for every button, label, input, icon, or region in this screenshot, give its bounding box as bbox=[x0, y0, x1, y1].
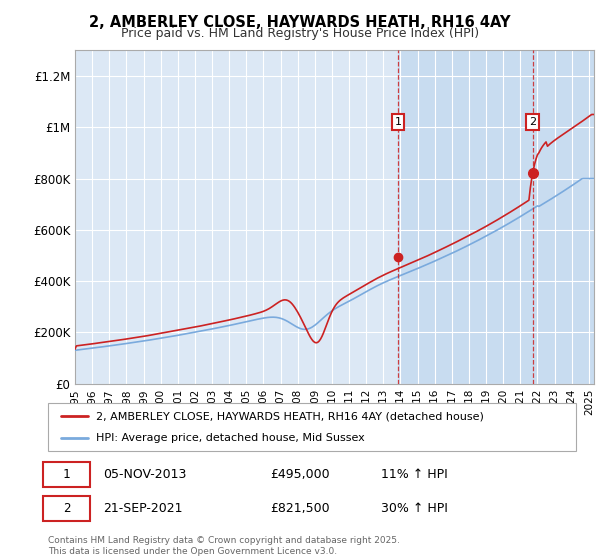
Text: 1: 1 bbox=[63, 468, 70, 481]
FancyBboxPatch shape bbox=[48, 403, 576, 451]
FancyBboxPatch shape bbox=[43, 462, 90, 487]
Text: Price paid vs. HM Land Registry's House Price Index (HPI): Price paid vs. HM Land Registry's House … bbox=[121, 27, 479, 40]
Text: £495,000: £495,000 bbox=[270, 468, 329, 481]
Text: HPI: Average price, detached house, Mid Sussex: HPI: Average price, detached house, Mid … bbox=[95, 433, 364, 443]
Bar bbox=[398, 50, 594, 384]
Text: 2, AMBERLEY CLOSE, HAYWARDS HEATH, RH16 4AY: 2, AMBERLEY CLOSE, HAYWARDS HEATH, RH16 … bbox=[89, 15, 511, 30]
Text: Contains HM Land Registry data © Crown copyright and database right 2025.
This d: Contains HM Land Registry data © Crown c… bbox=[48, 536, 400, 556]
Text: £821,500: £821,500 bbox=[270, 502, 329, 515]
Text: 05-NOV-2013: 05-NOV-2013 bbox=[103, 468, 187, 481]
Text: 30% ↑ HPI: 30% ↑ HPI bbox=[380, 502, 448, 515]
Text: 2: 2 bbox=[63, 502, 70, 515]
Text: 2: 2 bbox=[529, 117, 536, 127]
Text: 11% ↑ HPI: 11% ↑ HPI bbox=[380, 468, 448, 481]
Text: 21-SEP-2021: 21-SEP-2021 bbox=[103, 502, 183, 515]
Text: 2, AMBERLEY CLOSE, HAYWARDS HEATH, RH16 4AY (detached house): 2, AMBERLEY CLOSE, HAYWARDS HEATH, RH16 … bbox=[95, 411, 484, 421]
Text: 1: 1 bbox=[394, 117, 401, 127]
FancyBboxPatch shape bbox=[43, 496, 90, 521]
